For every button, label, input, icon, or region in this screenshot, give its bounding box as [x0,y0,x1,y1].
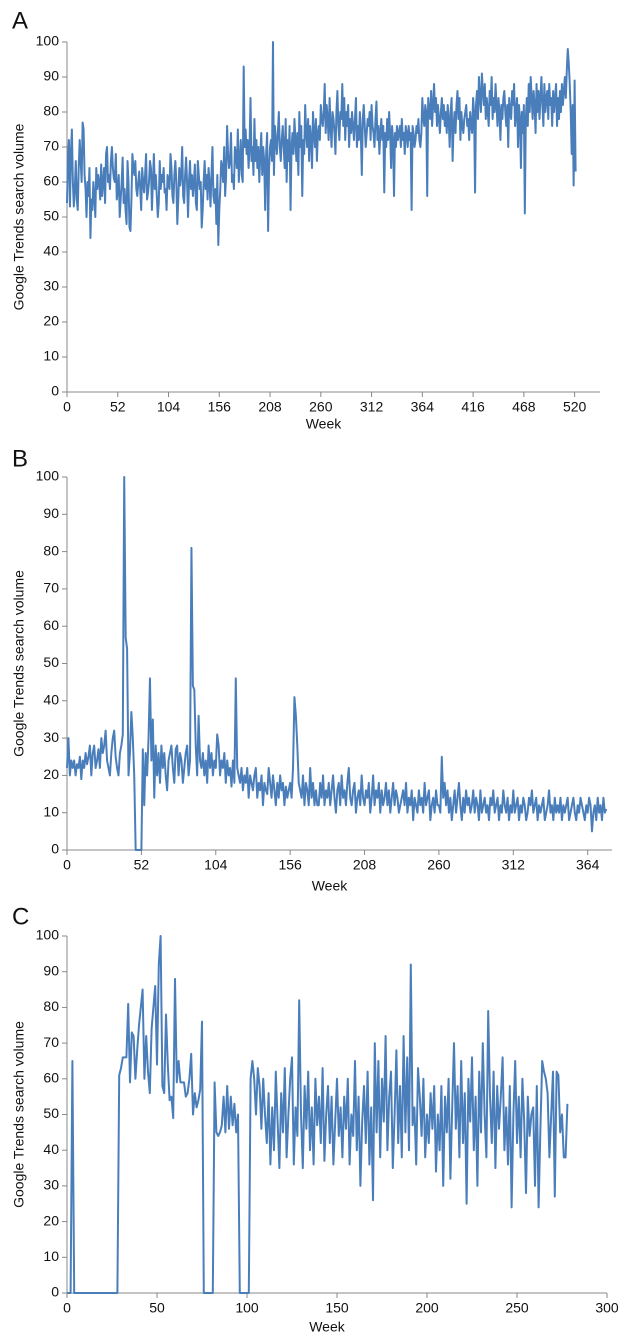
x-tick-label: 364 [411,399,435,415]
x-tick-label: 250 [505,1300,529,1316]
x-tick-label: 104 [157,399,181,415]
x-tick-label: 208 [353,857,377,873]
y-tick-label: 70 [43,580,59,596]
x-tick-label: 260 [427,857,451,873]
data-line [67,935,569,1294]
y-tick-label: 70 [43,1034,59,1050]
y-tick-label: 50 [43,1105,59,1121]
y-tick-label: 30 [43,729,59,745]
y-tick-label: 30 [43,278,59,294]
y-axis-label: Google Trends search volume [11,1021,27,1208]
y-tick-label: 70 [43,138,59,154]
y-tick-label: 40 [43,243,59,259]
x-tick-label: 260 [309,399,333,415]
y-tick-label: 20 [43,1212,59,1228]
data-line [66,476,608,851]
y-tick-label: 50 [43,208,59,224]
y-tick-label: 50 [43,654,59,670]
y-tick-label: 80 [43,103,59,119]
y-tick-label: 60 [43,1070,59,1086]
y-tick-label: 20 [43,766,59,782]
y-tick-label: 90 [43,68,59,84]
y-tick-label: 0 [51,1284,59,1300]
y-tick-label: 60 [43,173,59,189]
panel-label: A [12,7,28,34]
x-tick-label: 0 [63,857,71,873]
data-line [66,41,577,246]
x-tick-label: 52 [110,399,126,415]
x-tick-label: 416 [461,399,485,415]
y-tick-label: 80 [43,542,59,558]
y-tick-label: 10 [43,348,59,364]
y-tick-label: 10 [43,1248,59,1264]
x-tick-label: 150 [325,1300,349,1316]
y-tick-label: 100 [36,33,60,49]
x-axis-label: Week [306,416,343,432]
x-tick-label: 468 [512,399,536,415]
x-axis-label: Week [309,1319,346,1335]
y-axis-label: Google Trends search volume [11,123,27,310]
x-tick-label: 300 [595,1300,619,1316]
y-tick-label: 60 [43,617,59,633]
x-tick-label: 156 [278,857,302,873]
x-tick-label: 0 [63,1300,71,1316]
x-tick-label: 312 [360,399,384,415]
x-tick-label: 520 [563,399,587,415]
y-tick-label: 100 [36,927,60,943]
panel-label: B [12,445,28,472]
y-tick-label: 40 [43,692,59,708]
y-axis-label: Google Trends search volume [11,570,27,757]
x-tick-label: 0 [63,399,71,415]
x-tick-label: 312 [502,857,526,873]
x-tick-label: 50 [149,1300,165,1316]
x-tick-label: 364 [576,857,600,873]
y-tick-label: 0 [51,841,59,857]
y-tick-label: 20 [43,313,59,329]
panel-label: C [12,903,29,930]
x-tick-label: 104 [204,857,228,873]
y-tick-label: 0 [51,383,59,399]
y-tick-label: 90 [43,962,59,978]
x-tick-label: 52 [134,857,150,873]
y-tick-label: 80 [43,998,59,1014]
x-tick-label: 156 [208,399,232,415]
x-tick-label: 208 [258,399,282,415]
x-axis-label: Week [312,878,349,894]
y-tick-label: 100 [36,468,60,484]
x-tick-label: 200 [415,1300,439,1316]
y-tick-label: 90 [43,505,59,521]
y-tick-label: 10 [43,803,59,819]
y-tick-label: 30 [43,1177,59,1193]
y-tick-label: 40 [43,1141,59,1157]
x-tick-label: 100 [235,1300,259,1316]
